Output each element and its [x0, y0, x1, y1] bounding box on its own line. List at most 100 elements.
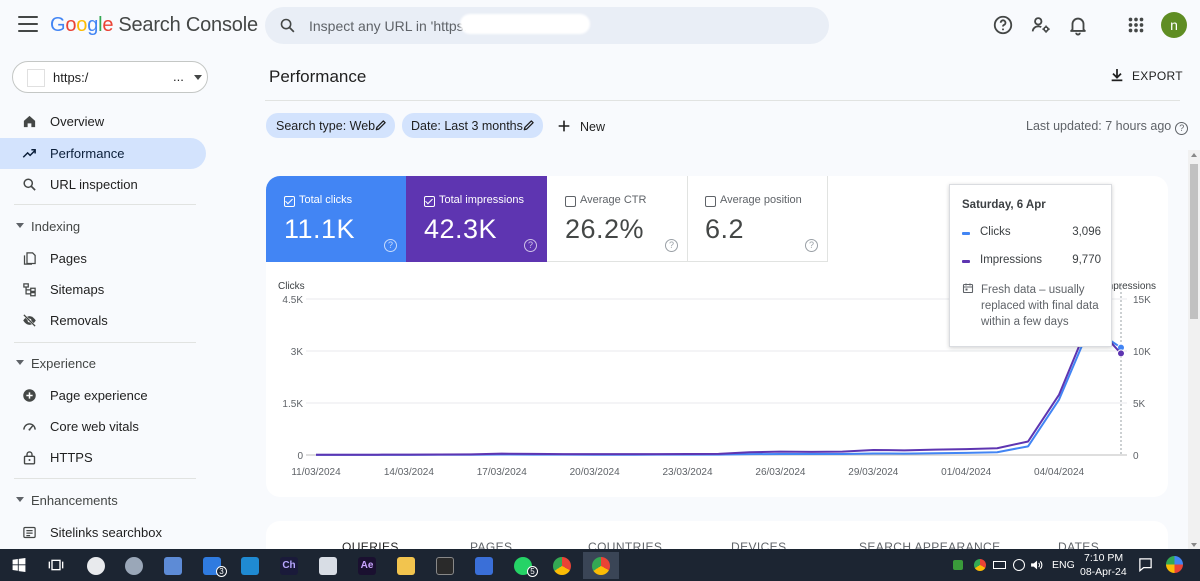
tray-colorful-app-icon[interactable] — [1166, 556, 1183, 573]
taskbar-app-vscode[interactable] — [232, 552, 268, 579]
sidebar-item-performance[interactable]: Performance — [0, 138, 206, 169]
sidebar-item-label: Pages — [50, 251, 87, 266]
sidebar-item-removals[interactable]: Removals — [0, 305, 206, 336]
metric-average-position[interactable]: Average position 6.2 ? — [687, 176, 828, 262]
property-selector[interactable]: https:/ ... — [12, 61, 208, 93]
series-line-impressions — [315, 318, 1122, 456]
apps-grid-icon[interactable] — [1125, 14, 1147, 36]
taskbar-app-clock[interactable] — [78, 552, 114, 579]
x-axis-tick-label: 01/04/2024 — [941, 467, 991, 478]
checkbox[interactable] — [284, 196, 295, 207]
help-icon[interactable]: ? — [805, 239, 818, 252]
fresh-data-note: Fresh data – usually replaced with final… — [981, 284, 1099, 328]
scrollbar-thumb[interactable] — [1190, 164, 1198, 319]
taskbar-app-media[interactable] — [427, 552, 463, 579]
clock-time[interactable]: 7:10 PM — [1084, 552, 1124, 564]
performance-line-chart[interactable]: 0 0 1.5K 5K 3K 10K 4.5K 15K Clicks Impressions 11/… — [266, 176, 1168, 497]
dropdown-caret-icon — [194, 75, 202, 80]
notification-center-icon[interactable] — [1138, 557, 1153, 572]
help-icon[interactable]: ? — [524, 239, 537, 252]
collapse-caret-icon — [16, 223, 24, 228]
checkbox[interactable] — [565, 196, 576, 207]
remote-app-icon — [164, 557, 182, 575]
taskbar-app-after-effects[interactable]: Ae — [349, 552, 385, 579]
search-type-filter-chip[interactable]: Search type: Web — [266, 113, 395, 138]
left-axis-tick-label: 3K — [291, 347, 304, 358]
checkbox[interactable] — [705, 196, 716, 207]
trending-up-icon — [22, 149, 36, 158]
scroll-up-arrow-icon[interactable] — [1191, 153, 1197, 157]
metric-total-clicks[interactable]: Total clicks 11.1K ? — [266, 176, 407, 262]
clock-date[interactable]: 08-Apr-24 — [1080, 566, 1127, 578]
notifications-bell-icon[interactable] — [1067, 14, 1089, 36]
network-icon[interactable] — [1013, 559, 1025, 571]
account-avatar[interactable]: n — [1161, 12, 1187, 38]
export-button[interactable]: EXPORT — [1107, 66, 1183, 86]
notification-badge: 5 — [527, 566, 538, 577]
help-icon[interactable]: ? — [665, 239, 678, 252]
new-filter-button[interactable]: New — [556, 115, 612, 137]
metric-average-ctr[interactable]: Average CTR 26.2% ? — [547, 176, 688, 262]
volume-icon[interactable] — [1030, 559, 1043, 571]
sidebar-item-url-inspection[interactable]: URL inspection — [0, 169, 206, 200]
section-enhancements-toggle[interactable]: Enhancements — [0, 489, 206, 513]
help-icon[interactable] — [992, 14, 1014, 36]
task-view-icon[interactable] — [48, 558, 64, 572]
taskbar-app-tools[interactable] — [116, 552, 152, 579]
series-swatch — [962, 260, 970, 263]
metric-label: Average position — [720, 194, 802, 206]
help-icon[interactable]: ? — [1175, 122, 1189, 135]
sidebar-item-sitemaps[interactable]: Sitemaps — [0, 274, 206, 305]
sidebar-item-https[interactable]: HTTPS — [0, 442, 206, 473]
sidebar-item-label: URL inspection — [50, 177, 138, 192]
character-animator-icon: Ch — [280, 557, 298, 575]
scroll-down-arrow-icon[interactable] — [1191, 543, 1197, 547]
metric-value: 6.2 — [705, 214, 745, 244]
checkbox[interactable] — [424, 196, 435, 207]
url-inspect-search[interactable] — [265, 7, 829, 44]
clock-app-icon — [87, 557, 105, 575]
header-divider — [265, 100, 1180, 101]
sidebar-item-pages[interactable]: Pages — [0, 243, 206, 274]
visibility-off-icon — [23, 314, 36, 327]
section-experience-toggle[interactable]: Experience — [0, 352, 206, 376]
tooltip-row-label: Clicks — [980, 226, 1011, 238]
manage-users-icon[interactable] — [1030, 14, 1052, 36]
after-effects-icon: Ae — [358, 557, 376, 575]
chart-tooltip: Saturday, 6 Apr Clicks 3,096 Impressions… — [949, 184, 1112, 347]
taskbar-app-remote[interactable] — [155, 552, 191, 579]
date-filter-chip[interactable]: Date: Last 3 months — [402, 113, 543, 138]
windows-start-icon[interactable] — [12, 558, 26, 572]
sidebar-item-page-experience[interactable]: Page experience — [0, 380, 206, 411]
sidebar-divider — [14, 342, 196, 343]
battery-icon[interactable] — [993, 561, 1006, 569]
help-icon[interactable]: ? — [384, 239, 397, 252]
taskbar-app-todo[interactable]: 3 — [194, 552, 230, 579]
x-axis-tick-label: 17/03/2024 — [477, 467, 527, 478]
main-menu-button[interactable] — [18, 16, 38, 34]
taskbar-app-character-animator[interactable]: Ch — [271, 552, 307, 579]
taskbar-app-whatsapp[interactable]: 5 — [505, 552, 541, 579]
sidebar-item-core-web-vitals[interactable]: Core web vitals — [0, 411, 206, 442]
taskbar-app-chrome-1[interactable] — [544, 552, 580, 579]
product-logo[interactable]: Google Search Console — [50, 14, 258, 36]
section-indexing-toggle[interactable]: Indexing — [0, 215, 206, 239]
home-icon — [23, 115, 36, 128]
metric-total-impressions[interactable]: Total impressions 42.3K ? — [406, 176, 547, 262]
x-axis-tick-label: 04/04/2024 — [1034, 467, 1084, 478]
sidebar-item-sitelinks-searchbox[interactable]: Sitelinks searchbox — [0, 517, 206, 548]
section-title: Enhancements — [31, 493, 118, 508]
sidebar-item-overview[interactable]: Overview — [0, 106, 206, 137]
taskbar-app-calendar[interactable] — [310, 552, 346, 579]
input-language[interactable]: ENG — [1052, 559, 1075, 571]
taskbar-app-file-explorer[interactable] — [388, 552, 424, 579]
chip-label: Date: Last 3 months — [411, 119, 523, 133]
taskbar-app-chrome-2[interactable] — [583, 552, 619, 579]
x-axis-tick-label: 14/03/2024 — [384, 467, 434, 478]
page-scrollbar[interactable] — [1188, 150, 1200, 550]
tray-app-icon[interactable] — [953, 560, 963, 570]
new-label: New — [580, 120, 606, 134]
x-axis-tick-label: 26/03/2024 — [755, 467, 805, 478]
tray-chrome-icon[interactable] — [974, 559, 986, 571]
taskbar-app-store[interactable] — [466, 552, 502, 579]
